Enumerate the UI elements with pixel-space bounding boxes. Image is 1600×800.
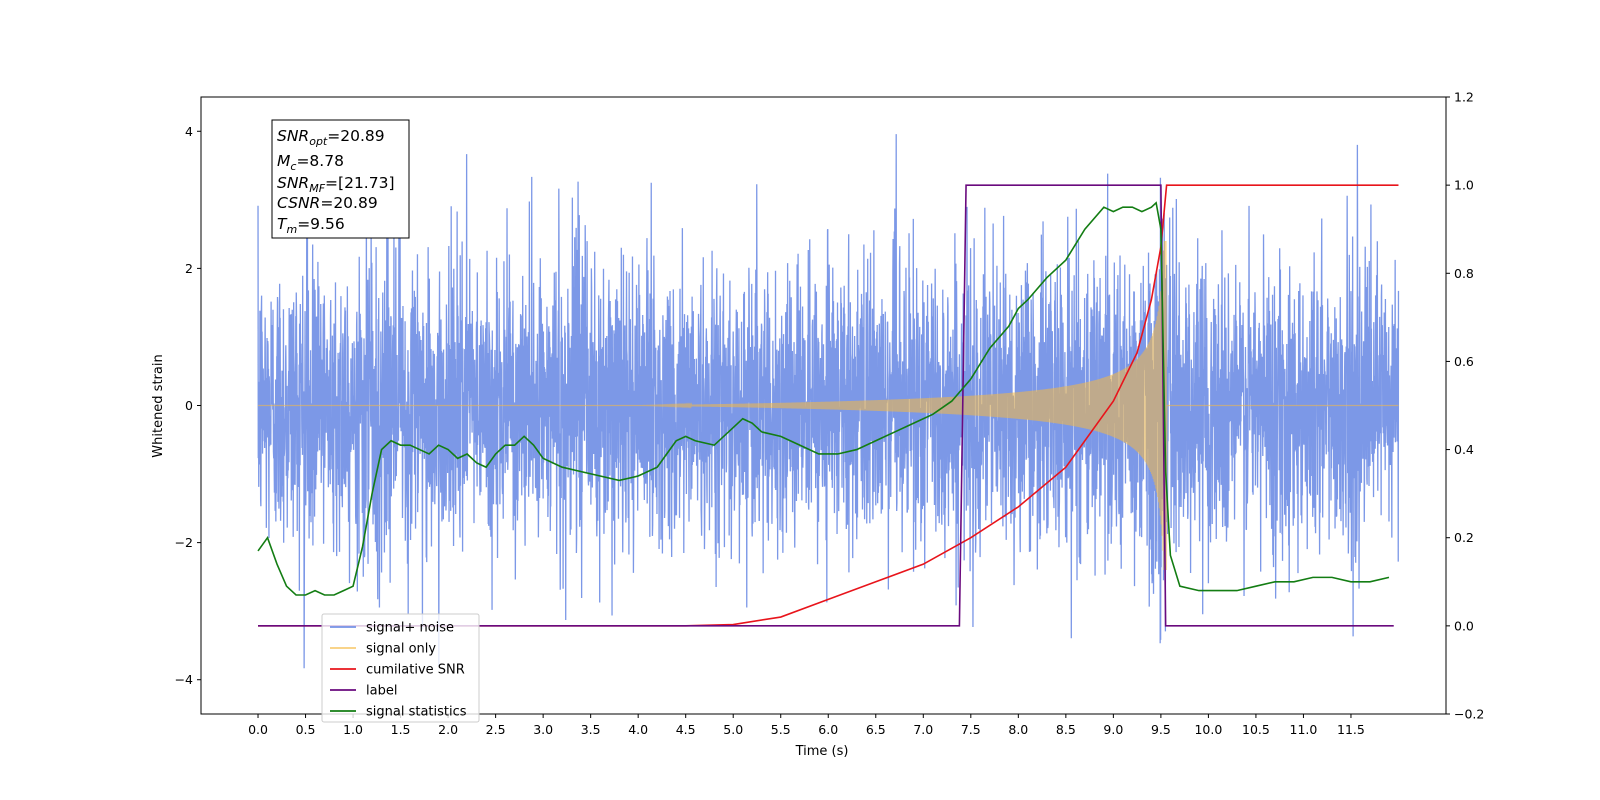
series-signal-only — [258, 240, 1399, 571]
y-right-tick-label: 0.6 — [1454, 354, 1474, 369]
x-tick-label: 7.5 — [961, 722, 981, 737]
info-tm: Tm=9.56 — [277, 215, 345, 236]
plot-area — [257, 134, 1400, 669]
info-annotation-box: SNRopt=20.89 Mc=8.78 SNRMF=[21.73] CSNR=… — [271, 119, 410, 239]
y-right-tick-label: 1.2 — [1454, 90, 1474, 105]
signal-statistics-line — [257, 201, 1390, 596]
y-right-tick-label: 0.0 — [1454, 618, 1474, 633]
x-tick-label: 8.0 — [1008, 722, 1028, 737]
x-tick-label: 5.0 — [723, 722, 743, 737]
signal-noise-line — [257, 134, 1400, 669]
x-tick-label: 10.0 — [1194, 722, 1222, 737]
y-tick-label: 0 — [185, 398, 193, 413]
series-cumilative-snr — [258, 184, 1399, 627]
x-tick-label: 10.5 — [1242, 722, 1270, 737]
legend-label: signal statistics — [366, 705, 467, 720]
signal-only-line — [258, 240, 1399, 571]
x-tick-label: 8.5 — [1056, 722, 1076, 737]
x-tick-label: 6.5 — [866, 722, 886, 737]
x-tick-label: 2.5 — [486, 722, 506, 737]
y-right-tick-label: 0.8 — [1454, 266, 1474, 281]
y-axis-ticks: −4 −2 0 2 4 — [175, 124, 201, 687]
x-tick-label: 1.0 — [343, 722, 363, 737]
y-tick-label: −4 — [175, 672, 193, 687]
x-tick-label: 4.0 — [628, 722, 648, 737]
legend-label: cumilative SNR — [366, 663, 465, 678]
x-tick-label: 9.0 — [1103, 722, 1123, 737]
y-tick-label: 2 — [185, 261, 193, 276]
x-tick-label: 0.5 — [296, 722, 316, 737]
label-line — [258, 184, 1394, 627]
x-axis-title: Time (s) — [795, 744, 849, 759]
series-signal-statistics — [257, 201, 1390, 596]
y-tick-label: 4 — [185, 124, 193, 139]
info-snr-opt: SNRopt=20.89 — [277, 127, 385, 148]
y-tick-label: −2 — [175, 535, 193, 550]
x-tick-label: 2.0 — [438, 722, 458, 737]
series-label — [258, 184, 1394, 627]
legend-label: label — [366, 684, 397, 699]
x-tick-label: 4.5 — [676, 722, 696, 737]
x-tick-label: 11.5 — [1337, 722, 1365, 737]
x-tick-label: 0.0 — [248, 722, 268, 737]
x-tick-label: 3.5 — [581, 722, 601, 737]
legend: signal+ noise signal only cumilative SNR la… — [321, 613, 480, 723]
info-snr-mf: SNRMF=[21.73] — [277, 174, 395, 195]
y-right-tick-label: 0.4 — [1454, 442, 1474, 457]
y-right-tick-label: 1.0 — [1454, 178, 1474, 193]
x-tick-label: 11.0 — [1290, 722, 1318, 737]
series-signal-noise — [257, 134, 1400, 669]
x-tick-label: 6.0 — [818, 722, 838, 737]
x-axis-ticks: 0.0 0.5 1.0 1.5 2.0 2.5 3.0 3.5 4.0 4.5 5.0 5.5 6.0 6… — [248, 714, 1365, 737]
legend-label: signal+ noise — [366, 621, 454, 636]
info-csnr: CSNR=20.89 — [277, 194, 378, 212]
y-right-tick-label: 0.2 — [1454, 530, 1474, 545]
y-right-axis-ticks: −0.2 0.0 0.2 0.4 0.6 0.8 1.0 1.2 — [1446, 90, 1484, 722]
x-tick-label: 1.5 — [391, 722, 411, 737]
legend-frame — [321, 613, 480, 723]
info-mc: Mc=8.78 — [277, 152, 344, 173]
x-tick-label: 3.0 — [533, 722, 553, 737]
x-tick-label: 7.0 — [913, 722, 933, 737]
info-box-frame — [271, 119, 410, 239]
y-axis-title: Whitened strain — [151, 354, 166, 457]
x-tick-label: 9.5 — [1151, 722, 1171, 737]
y-right-tick-label: −0.2 — [1454, 707, 1484, 722]
cumilative-snr-line — [258, 184, 1399, 627]
legend-label: signal only — [366, 642, 436, 657]
x-tick-label: 5.5 — [771, 722, 791, 737]
